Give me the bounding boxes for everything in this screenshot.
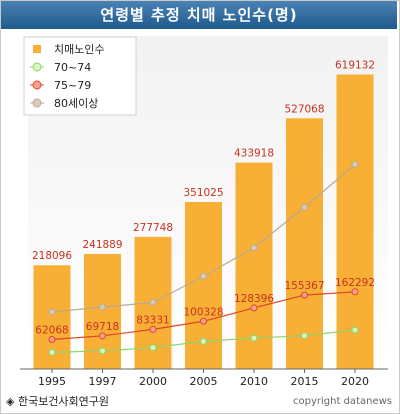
series-point-70~74 [48,348,56,356]
line-value-label: 62068 [35,324,68,336]
series-point-70~74 [200,337,207,345]
series-point-75~79 [351,288,359,296]
bar-value-label: 241889 [82,239,122,251]
series-point-70~74 [99,347,106,355]
legend-label: 70~74 [54,61,91,74]
x-tick-label: 2020 [341,375,369,388]
line-value-label: 83331 [136,314,169,326]
series-point-70~74 [351,326,359,334]
series-point-75~79 [48,335,56,343]
bar-value-label: 277748 [133,222,173,234]
line-value-label: 162292 [335,277,375,289]
legend-label: 80세이상 [54,97,98,110]
bar-value-label: 433918 [234,148,274,160]
legend-marker-80세이상 [32,98,42,108]
series-point-70~74 [301,332,308,340]
legend-label: 75~79 [54,79,91,92]
x-tick-label: 1997 [89,375,117,388]
x-tick-label: 2005 [190,375,218,388]
bar-2015 [286,118,323,369]
bar-2020 [336,74,374,369]
x-tick-label: 2015 [291,375,319,388]
series-point-80세이상 [48,308,56,316]
series-point-75~79 [250,304,258,312]
series-point-80세이상 [200,272,207,280]
legend-box [23,36,137,116]
series-point-75~79 [149,325,157,333]
source-note: ◈ 한국보건사회연구원 [6,395,110,408]
legend-swatch-치매노인수 [33,45,41,53]
series-point-70~74 [149,344,157,352]
series-point-80세이상 [351,160,359,168]
bar-value-label: 527068 [284,103,324,115]
x-tick-label: 1995 [38,375,66,388]
line-value-label: 100328 [183,306,223,318]
line-value-label: 128396 [234,293,274,305]
x-tick-label: 2000 [139,375,167,388]
bar-value-label: 619132 [335,59,375,71]
legend-marker-70~74 [32,62,42,72]
bar-value-label: 351025 [183,187,223,199]
x-tick-label: 2010 [240,375,268,388]
series-point-75~79 [301,291,308,299]
series-point-75~79 [99,332,106,340]
chart-title: 연령별 추정 치매 노인수(명) [1,1,397,29]
series-point-80세이상 [99,303,106,311]
series-point-80세이상 [149,298,157,306]
series-point-80세이상 [301,203,308,211]
legend-marker-75~79 [32,80,42,90]
line-value-label: 155367 [284,280,324,292]
copyright-note: copyright datanews [293,396,392,407]
series-point-70~74 [250,334,258,342]
bar-value-label: 218096 [32,250,72,262]
series-point-75~79 [200,317,207,325]
legend-label: 치매노인수 [54,43,105,56]
series-point-80세이상 [250,244,258,252]
line-value-label: 69718 [86,321,119,333]
